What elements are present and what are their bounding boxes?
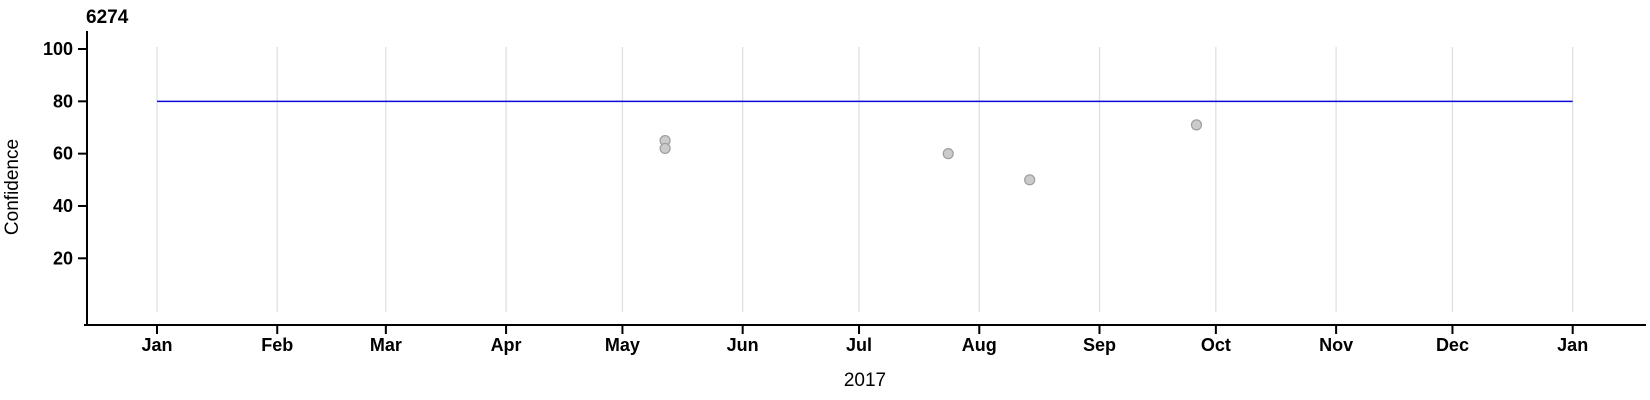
x-tick-label: Jun [727,335,759,355]
data-point [659,142,671,155]
y-tick-label: 100 [43,39,73,59]
data-point [1190,119,1203,131]
data-point [1024,174,1036,186]
x-tick-label: Jul [846,335,872,355]
y-tick-label: 80 [53,91,73,111]
x-tick-label: Nov [1319,335,1353,355]
x-tick-label: Mar [370,335,402,355]
gridlines-layer [156,47,1574,312]
chart-title: 6274 [86,7,129,28]
y-tick-label: 20 [53,248,73,268]
x-tick-label: Jan [1557,335,1588,355]
x-tick-label: Sep [1083,335,1116,355]
axes-layer [78,31,1646,334]
x-tick-label: Apr [491,335,522,355]
y-axis-label: Confidence [2,139,23,235]
x-tick-label: Oct [1201,335,1231,355]
x-tick-label: May [605,335,640,355]
x-axis-label: 2017 [844,370,886,391]
x-tick-label: Aug [962,335,997,355]
data-points-layer [659,119,1203,186]
y-tick-label: 40 [53,196,73,216]
data-point [942,148,954,160]
x-tick-label: Jan [141,335,172,355]
tick-labels-layer: Jan Feb Mar Apr May Jun Jul Aug Sep Oct Nov Dec Jan 2… [43,39,1588,355]
x-tick-label: Dec [1436,335,1469,355]
y-tick-label: 60 [53,144,73,164]
x-tick-label: Feb [261,335,293,355]
